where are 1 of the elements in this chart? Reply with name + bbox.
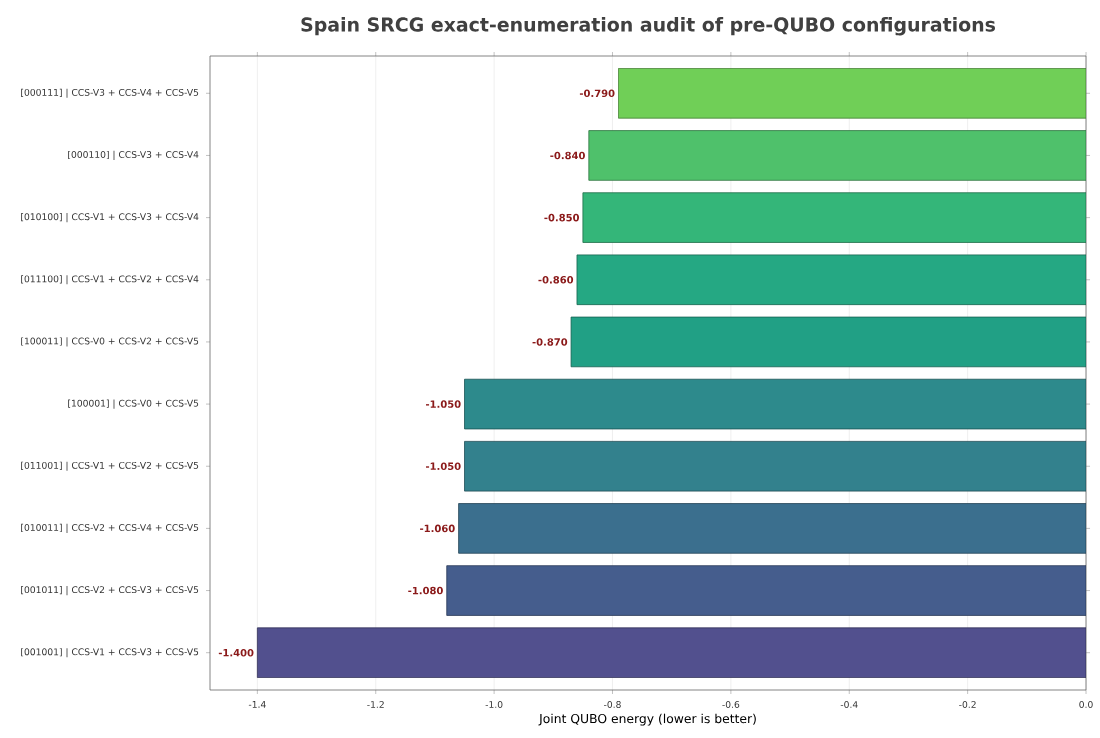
chart-title: Spain SRCG exact-enumeration audit of pre-QUBO configurations — [301, 17, 996, 36]
